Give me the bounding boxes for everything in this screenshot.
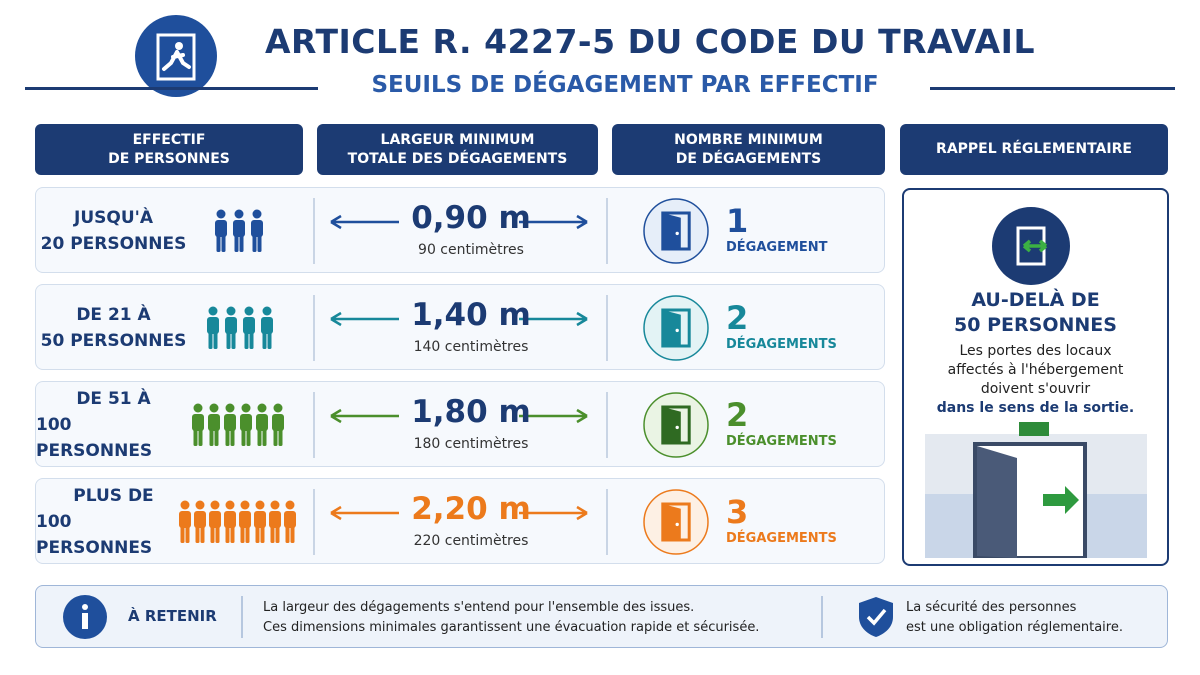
count: 2 xyxy=(726,396,749,434)
text: 50 PERSONNES xyxy=(954,314,1117,336)
reminder-panel: AU-DELÀ DE 50 PERSONNES Les portes des lo… xyxy=(902,188,1169,566)
count: 2 xyxy=(726,299,749,337)
text: DE PERSONNES xyxy=(108,150,230,167)
divider xyxy=(606,198,608,264)
count-label: DÉGAGEMENTS xyxy=(726,531,837,546)
row-label: DE 21 À 50 PERSONNES xyxy=(36,285,191,371)
column-header: EFFECTIF DE PERSONNES xyxy=(35,124,303,175)
divider xyxy=(313,295,315,361)
count-label: DÉGAGEMENT xyxy=(726,240,828,255)
divider xyxy=(821,596,823,638)
exit-icon xyxy=(135,15,217,97)
divider xyxy=(313,392,315,458)
text: 20 PERSONNES xyxy=(40,234,187,254)
reminder-text: Les portes des locaux affectés à l'héberg… xyxy=(904,342,1167,418)
text: dans le sens de la sortie. xyxy=(936,400,1135,416)
text: AU-DELÀ DE xyxy=(971,289,1100,311)
width-value: 1,40 m xyxy=(411,297,531,333)
column-header: NOMBRE MINIMUM DE DÉGAGEMENTS xyxy=(612,124,885,175)
footer-label: À RETENIR xyxy=(128,607,217,625)
text: doivent s'ouvrir xyxy=(980,381,1091,397)
row: DE 51 À 100 PERSONNES 1,80 m 180 centimèt… xyxy=(35,381,885,467)
door-icon xyxy=(643,198,709,264)
divider xyxy=(313,489,315,555)
footer-text: La largeur des dégagements s'entend pour… xyxy=(263,598,759,638)
width-value: 1,80 m xyxy=(411,394,531,430)
text: 50 PERSONNES xyxy=(40,331,187,351)
count-label: DÉGAGEMENTS xyxy=(726,434,837,449)
text: affectés à l'hébergement xyxy=(947,362,1124,378)
shield-icon xyxy=(859,597,893,637)
row-label: DE 51 À 100 PERSONNES xyxy=(36,382,191,468)
rule xyxy=(25,87,318,90)
divider xyxy=(606,295,608,361)
row-label: JUSQU'À 20 PERSONNES xyxy=(36,188,191,274)
info-icon xyxy=(63,595,107,639)
row: JUSQU'À 20 PERSONNES 0,90 m 90 centimètre… xyxy=(35,187,885,273)
text: JUSQU'À xyxy=(74,208,153,228)
width-cm: 140 centimètres xyxy=(413,339,529,355)
title: ARTICLE R. 4227-5 DU CODE DU TRAVAIL xyxy=(265,22,1035,61)
divider xyxy=(606,489,608,555)
door-icon xyxy=(643,392,709,458)
text: Les portes des locaux xyxy=(959,343,1112,359)
row: PLUS DE 100 PERSONNES 2,20 m 220 centimèt… xyxy=(35,478,885,564)
text: PLUS DE xyxy=(73,486,154,506)
text: 100 PERSONNES xyxy=(36,512,153,558)
text: DE DÉGAGEMENTS xyxy=(675,150,822,167)
door-illustration xyxy=(925,422,1147,558)
text: TOTALE DES DÉGAGEMENTS xyxy=(347,150,568,167)
width-value: 0,90 m xyxy=(411,200,531,236)
row: DE 21 À 50 PERSONNES 1,40 m 140 centimètr… xyxy=(35,284,885,370)
door-icon xyxy=(643,295,709,361)
text: EFFECTIF xyxy=(132,131,206,148)
width-cm: 220 centimètres xyxy=(413,533,529,549)
text: est une obligation réglementaire. xyxy=(906,620,1123,635)
door-icon xyxy=(643,489,709,555)
text: LARGEUR MINIMUM xyxy=(380,131,535,148)
footer: À RETENIR La largeur des dégagements s'e… xyxy=(35,585,1168,648)
column-header: LARGEUR MINIMUM TOTALE DES DÉGAGEMENTS xyxy=(317,124,598,175)
people-icons xyxy=(207,306,273,349)
count: 3 xyxy=(726,493,749,531)
text: Ces dimensions minimales garantissent un… xyxy=(263,620,760,635)
subtitle: SEUILS DE DÉGAGEMENT PAR EFFECTIF xyxy=(371,72,879,98)
column-header: RAPPEL RÉGLEMENTAIRE xyxy=(900,124,1168,175)
rule xyxy=(930,87,1175,90)
text: DE 51 À xyxy=(76,389,151,409)
width-value: 2,20 m xyxy=(411,491,531,527)
width-cm: 180 centimètres xyxy=(413,436,529,452)
count-label: DÉGAGEMENTS xyxy=(726,337,837,352)
divider xyxy=(606,392,608,458)
text: La largeur des dégagements s'entend pour… xyxy=(263,600,695,615)
text: NOMBRE MINIMUM xyxy=(674,131,823,148)
reminder-title: AU-DELÀ DE 50 PERSONNES xyxy=(904,288,1167,338)
footer-note: La sécurité des personnes est une obligat… xyxy=(906,598,1123,638)
people-icons xyxy=(215,209,263,252)
divider xyxy=(241,596,243,638)
divider xyxy=(313,198,315,264)
text: RAPPEL RÉGLEMENTAIRE xyxy=(936,141,1132,157)
text: La sécurité des personnes xyxy=(906,600,1077,615)
text: 100 PERSONNES xyxy=(36,415,153,461)
people-icons xyxy=(179,500,296,543)
width-cm: 90 centimètres xyxy=(418,242,524,258)
row-label: PLUS DE 100 PERSONNES xyxy=(36,479,191,565)
count: 1 xyxy=(726,202,749,240)
exit-door-icon xyxy=(992,207,1070,285)
people-icons xyxy=(192,403,284,446)
text: DE 21 À xyxy=(76,305,151,325)
